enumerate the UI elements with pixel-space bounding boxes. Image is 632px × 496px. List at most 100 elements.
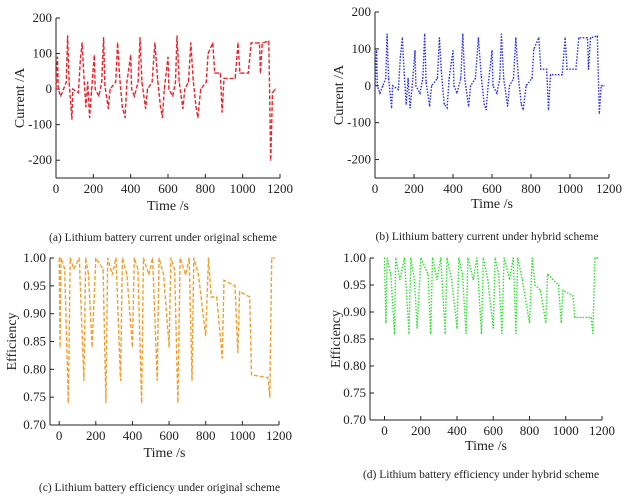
data-point bbox=[172, 95, 174, 97]
y-tick-label: 0.90 bbox=[343, 304, 366, 319]
data-point bbox=[107, 108, 109, 110]
data-point bbox=[234, 285, 236, 287]
data-point bbox=[399, 279, 401, 281]
x-tick-label: 400 bbox=[123, 428, 143, 443]
data-point bbox=[121, 106, 123, 108]
data-point bbox=[403, 257, 405, 259]
data-point bbox=[453, 85, 455, 87]
data-point bbox=[480, 76, 482, 78]
data-point bbox=[531, 77, 533, 79]
data-point bbox=[107, 257, 109, 259]
x-tick-label: 1000 bbox=[230, 181, 256, 196]
y-tick-label: -100 bbox=[347, 115, 371, 130]
data-point bbox=[512, 257, 514, 259]
data-point bbox=[467, 257, 469, 259]
data-point bbox=[130, 54, 132, 56]
y-tick-label: 0.85 bbox=[23, 334, 46, 349]
y-tick-label: 0.75 bbox=[23, 389, 46, 404]
data-point bbox=[168, 346, 170, 348]
data-point bbox=[483, 103, 485, 105]
data-point bbox=[386, 33, 388, 35]
data-point bbox=[592, 333, 594, 335]
data-point bbox=[56, 56, 59, 58]
y-axis-label: Current /A bbox=[13, 67, 28, 128]
data-point bbox=[517, 76, 519, 78]
y-tick-label: 0 bbox=[365, 78, 372, 93]
x-tick-label: 1200 bbox=[596, 181, 622, 196]
data-point bbox=[205, 81, 207, 83]
data-point bbox=[382, 85, 384, 87]
data-point bbox=[223, 279, 225, 281]
data-point bbox=[79, 60, 81, 62]
data-point bbox=[499, 77, 501, 79]
data-point bbox=[385, 77, 387, 79]
data-point bbox=[148, 274, 150, 276]
x-axis-label: Time /s bbox=[144, 446, 186, 461]
data-point bbox=[102, 268, 104, 270]
data-point bbox=[436, 77, 438, 79]
series-line-d bbox=[383, 257, 598, 334]
data-point bbox=[185, 274, 187, 276]
data-point bbox=[83, 379, 85, 382]
data-point bbox=[420, 257, 422, 259]
y-tick-label: -200 bbox=[347, 152, 371, 167]
data-point bbox=[207, 53, 209, 55]
data-point bbox=[119, 379, 122, 382]
data-point bbox=[142, 257, 144, 259]
data-point bbox=[438, 37, 440, 39]
data-point bbox=[557, 284, 560, 286]
data-point bbox=[540, 68, 542, 70]
data-point bbox=[446, 107, 448, 109]
data-point bbox=[115, 257, 117, 259]
data-point bbox=[187, 81, 190, 83]
data-point bbox=[151, 81, 153, 83]
data-point bbox=[424, 33, 426, 35]
data-point bbox=[566, 68, 568, 70]
series-line-b bbox=[374, 34, 605, 114]
data-point bbox=[546, 68, 548, 70]
data-point bbox=[117, 42, 119, 44]
data-point bbox=[207, 257, 210, 259]
y-tick-label: 100 bbox=[352, 41, 372, 56]
data-point bbox=[492, 85, 494, 87]
data-point bbox=[561, 74, 563, 76]
data-point bbox=[98, 95, 100, 97]
data-point bbox=[154, 42, 156, 44]
data-point bbox=[126, 81, 128, 83]
data-point bbox=[413, 279, 415, 281]
data-point bbox=[496, 92, 498, 94]
data-point bbox=[250, 374, 253, 376]
data-point bbox=[247, 72, 249, 74]
data-point bbox=[498, 273, 500, 275]
data-point bbox=[178, 81, 180, 83]
data-point bbox=[83, 77, 85, 79]
y-tick-label: 0.70 bbox=[343, 412, 366, 427]
data-point bbox=[237, 352, 239, 354]
data-point bbox=[95, 257, 97, 259]
y-tick-label: 0.75 bbox=[343, 385, 366, 400]
data-point bbox=[85, 106, 87, 108]
x-tick-label: 0 bbox=[372, 181, 379, 196]
data-point bbox=[397, 88, 399, 91]
data-point bbox=[503, 77, 505, 79]
data-point bbox=[89, 117, 91, 119]
x-tick-label: 1000 bbox=[553, 423, 579, 438]
data-point bbox=[168, 88, 170, 90]
data-point bbox=[184, 88, 186, 90]
data-point bbox=[59, 346, 61, 348]
data-point bbox=[261, 42, 263, 44]
data-point bbox=[239, 290, 241, 292]
data-point bbox=[386, 257, 388, 259]
data-point bbox=[197, 274, 199, 276]
data-point bbox=[67, 35, 69, 37]
data-point bbox=[589, 37, 592, 39]
data-point bbox=[390, 273, 392, 275]
data-point bbox=[482, 257, 484, 259]
data-point bbox=[405, 103, 407, 105]
data-point bbox=[600, 85, 602, 87]
x-tick-label: 800 bbox=[521, 181, 541, 196]
x-tick-label: 200 bbox=[84, 181, 104, 196]
data-point bbox=[531, 257, 533, 259]
data-point bbox=[126, 274, 128, 276]
